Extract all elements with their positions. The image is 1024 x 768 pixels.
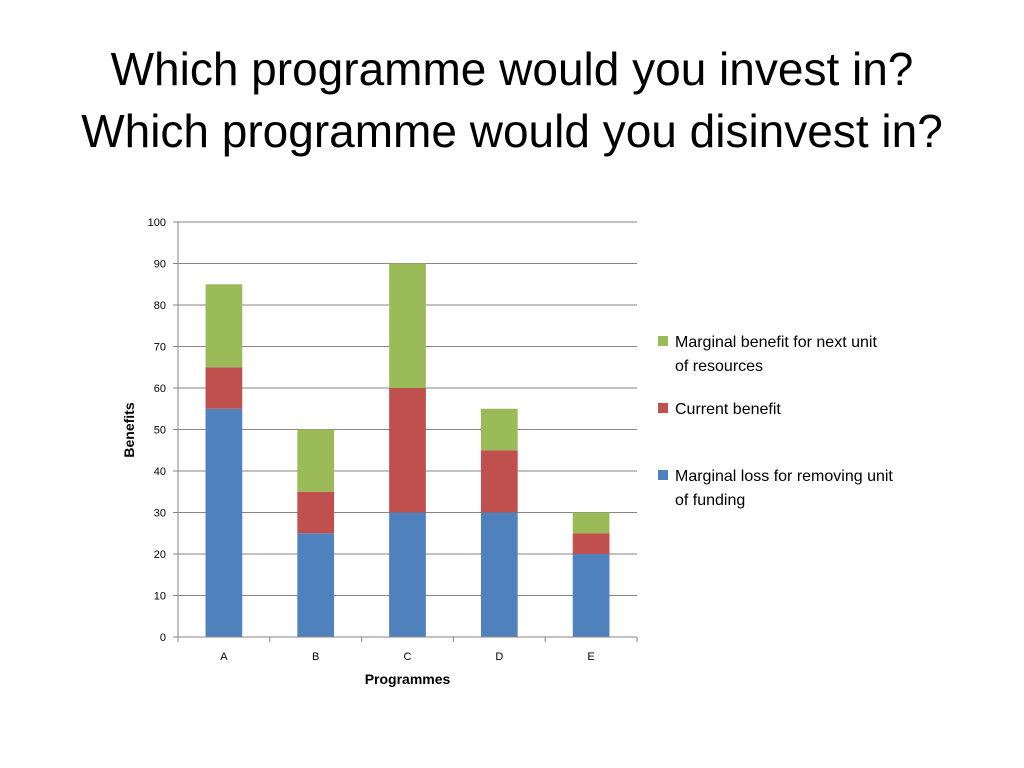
y-axis-title: Benefits — [121, 402, 137, 457]
x-tick-label: B — [312, 651, 319, 663]
y-tick-label: 80 — [154, 300, 166, 312]
legend-label: Marginal loss for removing unit — [675, 468, 893, 485]
bar-segment-b-series-3 — [297, 429, 335, 492]
y-tick-label: 10 — [154, 591, 166, 603]
y-tick-label: 90 — [154, 259, 166, 271]
x-axis-title: Programmes — [365, 671, 451, 687]
y-tick-label: 0 — [160, 632, 166, 644]
legend-label: Marginal benefit for next unit — [675, 334, 877, 351]
bar-segment-b-series-1 — [297, 533, 335, 637]
y-tick-label: 60 — [154, 383, 166, 395]
x-tick-label: E — [587, 651, 594, 663]
bar-segment-e-series-1 — [572, 554, 610, 637]
bar-segment-d-series-1 — [480, 512, 518, 637]
legend-swatch — [658, 470, 668, 480]
bar-segment-e-series-3 — [572, 512, 610, 534]
slide-title-line-2: Which programme would you disinvest in? — [81, 105, 943, 157]
x-tick-label: A — [220, 651, 228, 663]
bar-segment-c-series-1 — [389, 512, 426, 637]
legend-label: of funding — [675, 492, 745, 509]
bar-segment-e-series-2 — [572, 533, 610, 554]
bar-segment-a-series-1 — [205, 408, 243, 637]
bar-segment-a-series-2 — [205, 367, 243, 409]
y-tick-label: 100 — [148, 217, 166, 229]
legend-label: of resources — [675, 358, 763, 375]
bar-segment-c-series-2 — [389, 388, 426, 513]
legend-swatch — [658, 336, 668, 346]
bar-segment-d-series-3 — [480, 408, 518, 451]
legend-label: Current benefit — [675, 401, 781, 418]
slide-title-line-1: Which programme would you invest in? — [110, 43, 914, 95]
y-tick-label: 40 — [154, 466, 166, 478]
y-tick-label: 50 — [154, 425, 166, 437]
bar-segment-a-series-3 — [205, 284, 243, 368]
x-tick-label: D — [495, 651, 503, 663]
bar-segment-b-series-2 — [297, 491, 335, 534]
y-tick-label: 20 — [154, 549, 166, 561]
y-tick-label: 70 — [154, 342, 166, 354]
slide-title: Which programme would you invest in? Whi… — [0, 38, 1024, 162]
legend-swatch — [658, 403, 668, 413]
bar-segment-c-series-3 — [389, 263, 426, 388]
bar-segment-d-series-2 — [480, 450, 518, 513]
x-tick-label: C — [404, 651, 412, 663]
y-tick-label: 30 — [154, 508, 166, 520]
